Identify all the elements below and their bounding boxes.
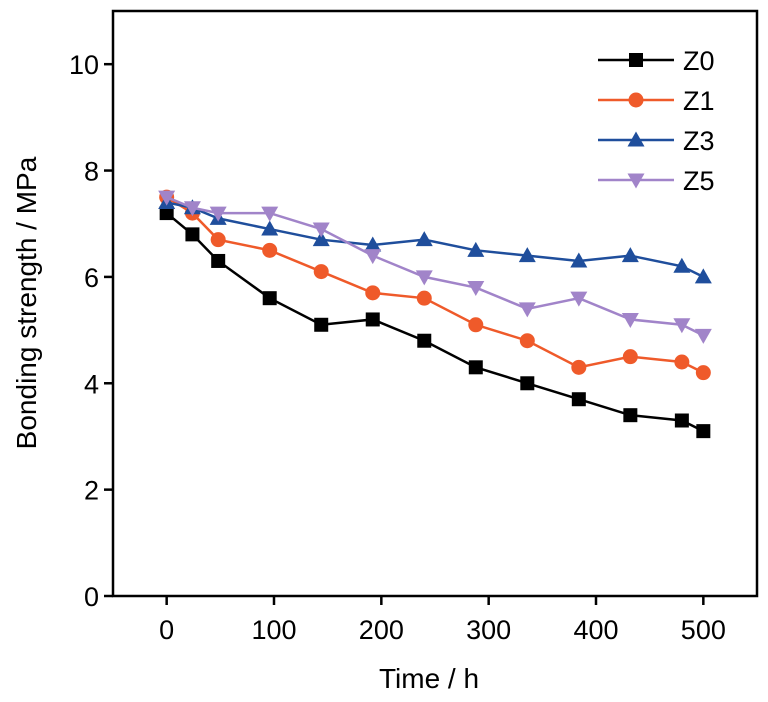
data-point bbox=[314, 317, 329, 332]
data-point bbox=[673, 257, 691, 273]
x-tick-label: 400 bbox=[573, 615, 618, 645]
x-tick-label: 100 bbox=[251, 615, 296, 645]
data-point bbox=[674, 354, 690, 370]
legend-label: Z0 bbox=[683, 46, 715, 76]
legend-marker bbox=[629, 53, 643, 67]
x-tick-label: 500 bbox=[681, 615, 726, 645]
legend-label: Z1 bbox=[683, 86, 715, 116]
data-point bbox=[674, 413, 689, 428]
data-point bbox=[209, 206, 227, 222]
legend-item: Z5 bbox=[598, 166, 715, 196]
y-tick-label: 10 bbox=[69, 50, 99, 80]
data-point bbox=[158, 190, 176, 206]
series-z1 bbox=[159, 189, 711, 381]
data-point bbox=[570, 291, 588, 307]
x-tick-label: 300 bbox=[466, 615, 511, 645]
legend-item: Z1 bbox=[598, 86, 715, 116]
data-point bbox=[622, 349, 638, 365]
data-point bbox=[519, 333, 535, 349]
legend-label: Z3 bbox=[683, 126, 715, 156]
data-point bbox=[571, 392, 586, 407]
data-point bbox=[262, 242, 278, 258]
data-point bbox=[694, 328, 712, 344]
data-point bbox=[467, 281, 485, 297]
x-tick-label: 200 bbox=[359, 615, 404, 645]
data-point bbox=[518, 247, 536, 263]
data-point bbox=[261, 220, 279, 236]
legend-item: Z3 bbox=[598, 126, 715, 156]
x-axis: 0 100 200 300 400 500 bbox=[159, 596, 726, 645]
data-point bbox=[415, 231, 433, 247]
data-point bbox=[185, 227, 200, 242]
y-tick-label: 8 bbox=[84, 157, 99, 187]
data-point bbox=[210, 232, 226, 248]
data-point bbox=[696, 424, 711, 439]
data-point bbox=[467, 241, 485, 257]
data-point bbox=[417, 333, 432, 348]
data-point bbox=[365, 312, 380, 327]
x-tick-label: 0 bbox=[159, 615, 174, 645]
data-point bbox=[416, 290, 432, 306]
y-tick-label: 6 bbox=[84, 263, 99, 293]
series-z5 bbox=[158, 190, 712, 344]
data-point bbox=[183, 201, 201, 217]
data-point bbox=[695, 365, 711, 381]
data-point bbox=[312, 231, 330, 247]
series-layer bbox=[158, 189, 712, 439]
data-point bbox=[621, 247, 639, 263]
data-point bbox=[313, 264, 329, 280]
legend: Z0 Z1 Z3 Z5 bbox=[598, 46, 715, 196]
x-axis-title: Time / h bbox=[379, 663, 479, 694]
y-axis: 0 2 4 6 8 10 bbox=[69, 50, 113, 612]
data-point bbox=[673, 318, 691, 334]
data-point bbox=[570, 252, 588, 268]
data-point bbox=[211, 253, 226, 268]
data-point bbox=[364, 236, 382, 252]
data-point bbox=[364, 249, 382, 265]
data-point bbox=[520, 376, 535, 391]
series-z3 bbox=[158, 193, 712, 284]
legend-item: Z0 bbox=[598, 46, 715, 76]
data-point bbox=[623, 408, 638, 423]
legend-marker bbox=[627, 173, 645, 189]
data-point bbox=[312, 222, 330, 238]
y-axis-title: Bonding strength / MPa bbox=[11, 156, 42, 449]
data-point bbox=[365, 285, 381, 301]
data-point bbox=[621, 312, 639, 328]
data-point bbox=[468, 360, 483, 375]
series-z0 bbox=[159, 206, 711, 439]
data-point bbox=[415, 270, 433, 286]
data-point bbox=[159, 206, 174, 221]
plot-frame bbox=[111, 9, 759, 598]
y-tick-label: 0 bbox=[84, 582, 99, 612]
legend-marker bbox=[627, 131, 645, 147]
data-point bbox=[571, 359, 587, 375]
data-point bbox=[694, 268, 712, 284]
data-point bbox=[262, 291, 277, 306]
data-point bbox=[468, 317, 484, 333]
legend-label: Z5 bbox=[683, 166, 715, 196]
data-point bbox=[261, 206, 279, 222]
y-tick-label: 2 bbox=[84, 476, 99, 506]
y-tick-label: 4 bbox=[84, 369, 99, 399]
legend-marker bbox=[628, 92, 644, 108]
data-point bbox=[518, 302, 536, 318]
